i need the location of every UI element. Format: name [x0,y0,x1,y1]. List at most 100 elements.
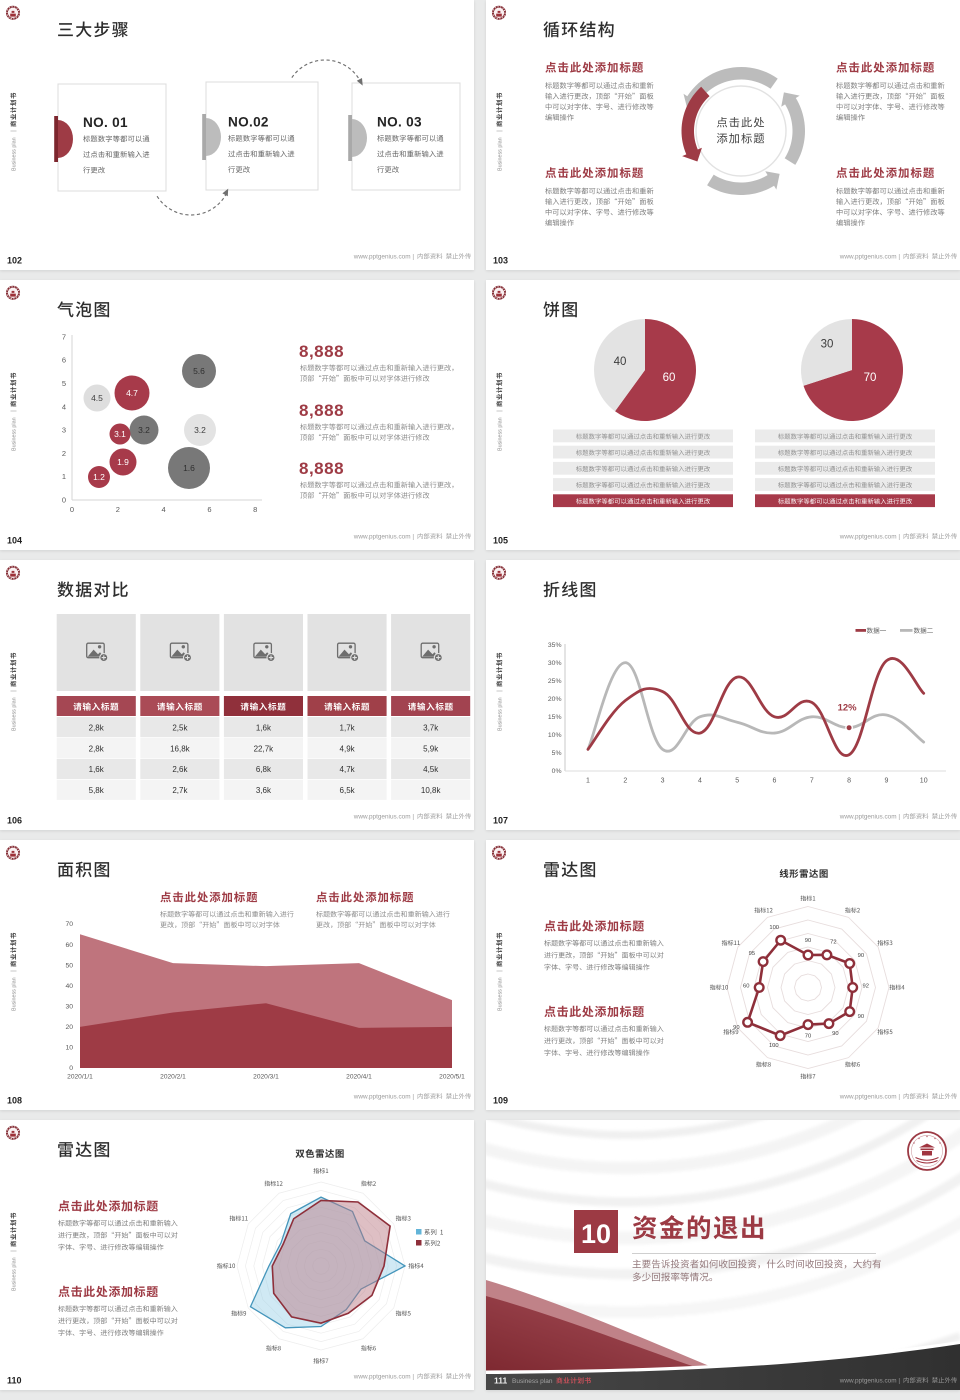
svg-text:2: 2 [623,778,627,785]
svg-text:7: 7 [62,332,66,341]
svg-text:Business plan: Business plan [498,137,504,171]
svg-text:1,6k: 1,6k [89,765,105,774]
svg-text:22,7k: 22,7k [254,744,275,753]
svg-text:8,888: 8,888 [299,342,344,361]
svg-text:1: 1 [586,778,590,785]
svg-text:70: 70 [65,921,73,928]
svg-text:40: 40 [614,356,627,368]
svg-text:20: 20 [65,1024,73,1031]
svg-text:NO.02: NO.02 [228,115,269,130]
svg-text:1: 1 [62,472,66,481]
svg-text:Business plan: Business plan [512,1378,553,1385]
svg-text:5: 5 [62,379,66,388]
svg-text:2: 2 [116,505,120,514]
svg-text:4,7k: 4,7k [340,765,356,774]
svg-text:90: 90 [733,1025,739,1031]
svg-text:1.2: 1.2 [93,472,105,482]
svg-text:3: 3 [661,778,665,785]
svg-text:5: 5 [735,778,739,785]
svg-text:www.pptgenius.com |: www.pptgenius.com | [839,534,901,541]
svg-text:30%: 30% [548,660,562,667]
svg-text:8: 8 [253,505,257,514]
svg-text:4,9k: 4,9k [340,744,356,753]
svg-text:10,8k: 10,8k [421,786,442,795]
svg-text:www.pptgenius.com |: www.pptgenius.com | [839,1378,901,1385]
svg-text:4: 4 [162,505,166,514]
svg-text:4.5: 4.5 [91,393,103,403]
svg-text:90: 90 [858,1014,864,1020]
svg-text:www.pptgenius.com |: www.pptgenius.com | [839,1094,901,1101]
svg-text:5%: 5% [552,750,562,757]
svg-text:102: 102 [7,256,22,266]
svg-text:5,8k: 5,8k [89,786,105,795]
svg-text:www.pptgenius.com |: www.pptgenius.com | [839,814,901,821]
svg-text:3.2: 3.2 [138,425,150,435]
svg-text:www.pptgenius.com |: www.pptgenius.com | [353,814,415,821]
svg-text:105: 105 [493,536,508,546]
svg-text:2: 2 [62,449,66,458]
svg-text:www.pptgenius.com |: www.pptgenius.com | [353,254,415,261]
svg-text:2020/2/1: 2020/2/1 [160,1074,186,1081]
svg-text:104: 104 [7,536,22,546]
svg-text:111: 111 [494,1376,508,1386]
svg-text:6: 6 [207,505,211,514]
svg-text:103: 103 [493,256,508,266]
svg-text:92: 92 [862,984,868,990]
svg-text:Business plan: Business plan [12,137,18,171]
svg-text:2,7k: 2,7k [172,786,188,795]
svg-text:70: 70 [805,1034,811,1040]
svg-text:2,8k: 2,8k [89,744,105,753]
svg-text:108: 108 [7,1096,22,1106]
svg-text:0%: 0% [552,768,562,775]
svg-text:8,888: 8,888 [299,401,344,420]
svg-text:1,6k: 1,6k [256,723,272,732]
svg-text:Business plan: Business plan [12,417,18,451]
svg-text:1.6: 1.6 [183,463,195,473]
svg-text:110: 110 [7,1376,22,1386]
svg-text:100: 100 [769,925,779,931]
svg-text:NO. 03: NO. 03 [377,115,422,130]
svg-text:106: 106 [7,816,22,826]
svg-text:Business plan: Business plan [498,977,504,1011]
svg-text:3.2: 3.2 [194,425,206,435]
svg-text:www.pptgenius.com |: www.pptgenius.com | [353,1094,415,1101]
svg-text:90: 90 [805,938,811,944]
svg-text:www.pptgenius.com |: www.pptgenius.com | [353,1374,415,1381]
svg-text:6: 6 [62,356,66,365]
svg-text:6: 6 [773,778,777,785]
svg-text:4,5k: 4,5k [423,765,439,774]
svg-text:60: 60 [663,372,676,384]
svg-text:100: 100 [769,1043,779,1049]
svg-text:10: 10 [920,778,928,785]
svg-text:10: 10 [65,1045,73,1052]
svg-text:3,6k: 3,6k [256,786,272,795]
svg-text:8,888: 8,888 [299,459,344,478]
svg-text:16,8k: 16,8k [170,744,191,753]
svg-text:1,7k: 1,7k [340,723,356,732]
svg-text:Business plan: Business plan [498,417,504,451]
svg-text:5,9k: 5,9k [423,744,439,753]
svg-text:10: 10 [581,1219,611,1249]
svg-text:0: 0 [69,1065,73,1072]
svg-text:8: 8 [847,778,851,785]
svg-text:90: 90 [858,953,864,959]
svg-text:2,5k: 2,5k [172,723,188,732]
svg-text:7: 7 [810,778,814,785]
svg-text:30: 30 [65,1003,73,1010]
svg-text:5.6: 5.6 [193,366,205,376]
svg-text:70: 70 [864,372,877,384]
svg-text:9: 9 [884,778,888,785]
svg-text:Business plan: Business plan [498,697,504,731]
svg-text:0: 0 [70,505,74,514]
svg-text:30: 30 [821,339,834,351]
svg-text:3: 3 [62,426,66,435]
svg-text:60: 60 [743,984,749,990]
svg-text:3.1: 3.1 [114,429,126,439]
svg-text:109: 109 [493,1096,508,1106]
svg-text:90: 90 [832,1031,838,1037]
svg-text:2020/4/1: 2020/4/1 [346,1074,372,1081]
svg-text:4: 4 [698,778,702,785]
svg-text:2,8k: 2,8k [89,723,105,732]
svg-text:2020/1/1: 2020/1/1 [67,1074,93,1081]
svg-text:10%: 10% [548,732,562,739]
